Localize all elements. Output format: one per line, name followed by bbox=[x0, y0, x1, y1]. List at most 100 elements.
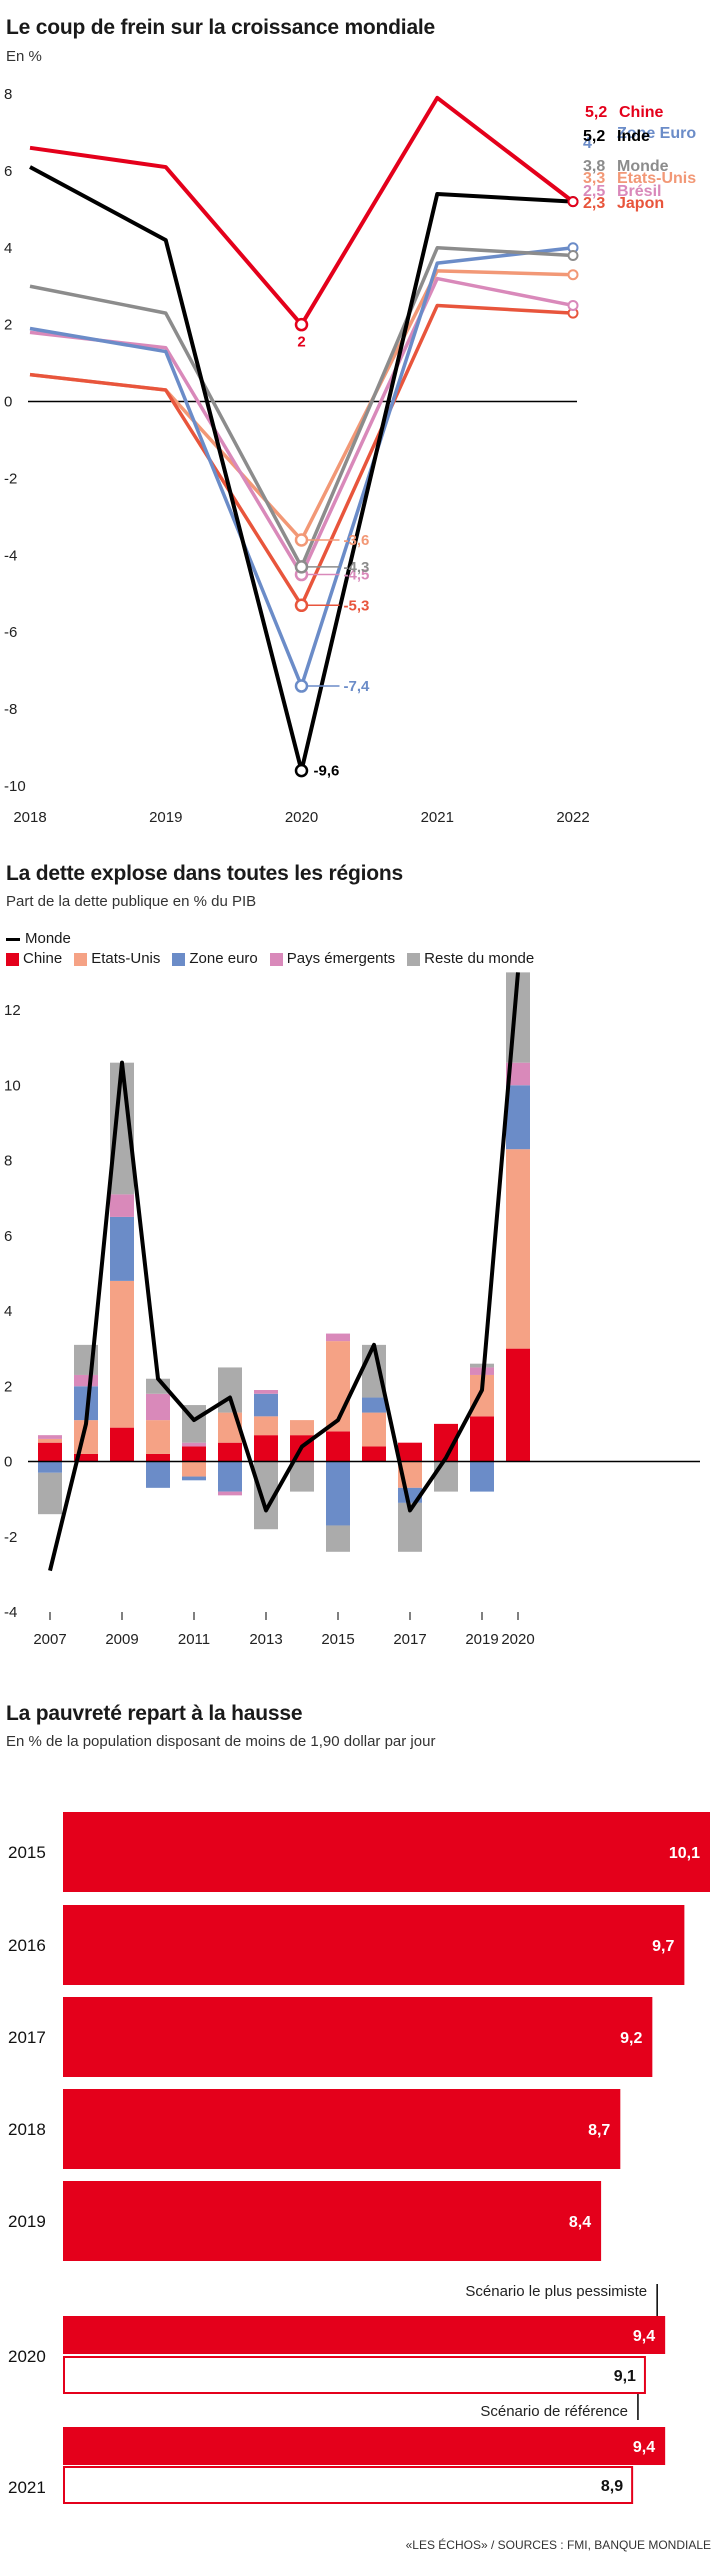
category-label: 2018 bbox=[8, 2120, 46, 2139]
bar-value-label: 8,7 bbox=[588, 2122, 610, 2139]
label-2020-japon: -5,3 bbox=[344, 597, 370, 614]
y-tick-label: 4 bbox=[4, 1303, 12, 1320]
bar-reste-du-monde-2010 bbox=[146, 1378, 170, 1394]
point-2020-etats-unis bbox=[294, 533, 309, 547]
poverty-bar-chart: 10,1 2015 9,7 2016 9,2 2017 8,7 2018 8,4 2019 9,4 2… bbox=[8, 1812, 710, 2504]
label-2020-inde: -9,6 bbox=[314, 763, 340, 780]
bar-zone-euro-2007 bbox=[38, 1461, 62, 1473]
category-label: 2021 bbox=[8, 2478, 46, 2497]
legend-row-line: Monde bbox=[6, 929, 706, 949]
legend-swatch-chine bbox=[6, 952, 19, 966]
x-tick-label: 2019 bbox=[465, 1631, 498, 1648]
point-2020-inde bbox=[294, 763, 309, 778]
bar-zone-euro-2011 bbox=[182, 1476, 206, 1481]
bar-2021-filled-7 bbox=[63, 2427, 666, 2465]
category-label: 2020 bbox=[8, 2347, 46, 2366]
bar-reste-du-monde-2012 bbox=[218, 1367, 242, 1413]
bar-chine-2013 bbox=[254, 1435, 278, 1462]
bar-zone-euro-2016 bbox=[362, 1397, 386, 1413]
x-tick-label: 2018 bbox=[13, 809, 46, 826]
bar-value-label: 9,4 bbox=[633, 2439, 655, 2456]
end-name-etats-unis: Etats-Unis bbox=[617, 170, 696, 187]
bar-chine-2007 bbox=[38, 1442, 62, 1462]
x-tick-label: 2011 bbox=[178, 1631, 210, 1648]
bar-zone-euro-2012 bbox=[218, 1461, 242, 1492]
bar-etats-unis-2014 bbox=[290, 1420, 314, 1436]
label-2020-monde: -4,3 bbox=[344, 559, 370, 576]
bar-chine-2010 bbox=[146, 1453, 170, 1462]
chart3-subtitle: En % de la population disposant de moins… bbox=[6, 1733, 436, 1750]
bar-2015-filled-0 bbox=[63, 1812, 710, 1892]
y-tick-label: 8 bbox=[4, 1153, 12, 1170]
point-2022-bresil bbox=[567, 299, 579, 311]
x-tick-label: 2013 bbox=[249, 1631, 282, 1648]
end-value-japon: 2,3 bbox=[583, 195, 605, 212]
legend-item-chine: Chine bbox=[6, 949, 62, 969]
bar-pays-emergents-2012 bbox=[218, 1491, 242, 1496]
bar-chine-2017 bbox=[398, 1442, 422, 1462]
category-label: 2015 bbox=[8, 1843, 46, 1862]
legend-swatch-monde bbox=[6, 937, 20, 941]
point-2020-japon bbox=[294, 598, 309, 613]
y-tick-label: 10 bbox=[4, 1077, 21, 1094]
end-name-inde: Inde bbox=[617, 128, 650, 145]
x-tick-label: 2020 bbox=[501, 1631, 534, 1648]
legend-swatch-reste-du-monde bbox=[407, 952, 421, 966]
bar-row8-outline-8 bbox=[63, 2466, 634, 2504]
y-tick-label: -4 bbox=[4, 547, 17, 564]
bar-zone-euro-2019 bbox=[470, 1461, 494, 1492]
bar-etats-unis-2020 bbox=[506, 1149, 530, 1349]
bar-value-label: 8,9 bbox=[601, 2478, 623, 2495]
category-label: 2019 bbox=[8, 2212, 46, 2231]
point-2022-monde bbox=[567, 249, 579, 261]
end-name-zone-euro: Zone Euro bbox=[617, 125, 696, 142]
bar-chine-2012 bbox=[218, 1442, 242, 1462]
bar-chine-2009 bbox=[110, 1427, 134, 1462]
legend-item-pays-emergents: Pays émergents bbox=[269, 949, 395, 969]
chart1-title: Le coup de frein sur la croissance mondi… bbox=[6, 16, 436, 39]
y-tick-label: 8 bbox=[4, 86, 12, 103]
bar-etats-unis-2010 bbox=[146, 1420, 170, 1454]
bar-pays-emergents-2009 bbox=[110, 1194, 134, 1217]
debt-stacked-bar-chart: 12 10 8 6 4 2 0 -2 -4 2007 2009 2011 2013 2015 2017 201… bbox=[4, 972, 700, 1648]
end-name-chine: Chine bbox=[619, 104, 664, 121]
bar-chine-2011 bbox=[182, 1446, 206, 1462]
chart2-title: La dette explose dans toutes les régions bbox=[6, 862, 403, 885]
bar-zone-euro-2013 bbox=[254, 1393, 278, 1417]
bar-2016-filled-1 bbox=[63, 1905, 685, 1985]
y-tick-label: -2 bbox=[4, 470, 17, 487]
bar-chine-2015 bbox=[326, 1431, 350, 1462]
bar-zone-euro-2009 bbox=[110, 1216, 134, 1281]
end-name-bresil: Brésil bbox=[617, 183, 661, 200]
y-tick-label: 6 bbox=[4, 163, 12, 180]
y-tick-label: 0 bbox=[4, 394, 12, 411]
legend-swatch-etats-unis bbox=[74, 952, 88, 966]
end-name-japon: Japon bbox=[617, 195, 664, 212]
end-value-monde: 3,8 bbox=[583, 158, 605, 175]
scenario-annotation: Scénario de référence bbox=[480, 2403, 628, 2420]
y-tick-label: 4 bbox=[4, 240, 12, 257]
legend-item-reste-du-monde: Reste du monde bbox=[407, 949, 534, 969]
y-tick-label: 0 bbox=[4, 1454, 12, 1471]
bar-pays-emergents-2020 bbox=[506, 1062, 530, 1086]
legend-label-chine: Chine bbox=[23, 950, 63, 967]
end-name-monde: Monde bbox=[617, 158, 669, 175]
y-tick-label: -10 bbox=[4, 778, 26, 795]
bar-etats-unis-2011 bbox=[182, 1461, 206, 1477]
x-tick-label: 2009 bbox=[105, 1631, 138, 1648]
category-label: 2016 bbox=[8, 1936, 46, 1955]
end-value-inde: 5,2 bbox=[583, 128, 605, 145]
x-tick-label: 2017 bbox=[393, 1631, 426, 1648]
bar-chine-2019 bbox=[470, 1416, 494, 1462]
bar-etats-unis-2016 bbox=[362, 1412, 386, 1447]
chart3-title: La pauvreté repart à la hausse bbox=[6, 1702, 303, 1725]
bar-reste-du-monde-2007 bbox=[38, 1472, 62, 1515]
bar-reste-du-monde-2014 bbox=[290, 1461, 314, 1492]
legend-row-bars: Chine Etats-Unis Zone euro Pays émergent… bbox=[6, 949, 706, 969]
y-tick-label: 2 bbox=[4, 317, 12, 334]
line-zone-euro bbox=[29, 246, 574, 688]
point-2020-monde bbox=[294, 560, 309, 574]
legend-label-reste-du-monde: Reste du monde bbox=[424, 950, 535, 967]
end-value-zone-euro: 4 bbox=[583, 135, 592, 152]
bar-value-label: 9,7 bbox=[652, 1938, 674, 1955]
